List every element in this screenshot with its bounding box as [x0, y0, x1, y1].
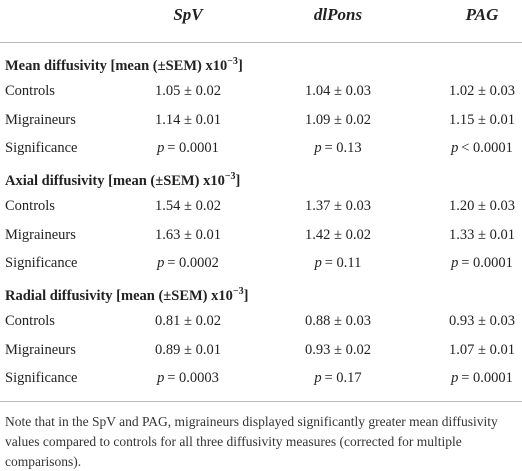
- footer-rule: [0, 401, 522, 402]
- p-value: = 0.0002: [167, 255, 219, 271]
- header-rule: [0, 42, 522, 43]
- row-label: Migraineurs: [5, 111, 76, 128]
- p-symbol: p: [157, 370, 165, 386]
- value-cell: 0.89 ± 0.01: [155, 341, 221, 358]
- p-value: = 0.13: [324, 140, 362, 156]
- section-label: Mean diffusivity [mean (±SEM) x10: [5, 57, 228, 74]
- value-cell: 1.42 ± 0.02: [305, 226, 371, 243]
- significance-cell: p = 0.13: [314, 139, 361, 157]
- value-cell: 1.04 ± 0.03: [305, 83, 371, 99]
- row-label: Significance: [5, 255, 78, 271]
- column-header: PAG: [465, 5, 499, 24]
- value-cell: 1.09 ± 0.02: [305, 111, 371, 128]
- p-symbol: p: [157, 255, 165, 271]
- value-cell: 1.02 ± 0.03: [449, 83, 515, 99]
- p-value: = 0.17: [324, 370, 362, 386]
- p-symbol: p: [314, 255, 322, 271]
- section-suffix: ]: [237, 57, 243, 74]
- value-cell: 1.33 ± 0.01: [449, 226, 515, 243]
- value-cell: 1.07 ± 0.01: [449, 341, 515, 358]
- table-note: Note that in the SpV and PAG, migraineur…: [5, 414, 498, 469]
- significance-cell: p = 0.0003: [157, 369, 219, 387]
- row-label: Controls: [5, 313, 55, 329]
- value-cell: 0.93 ± 0.02: [305, 341, 371, 358]
- p-value: = 0.0001: [167, 140, 219, 156]
- section-label: Axial diffusivity [mean (±SEM) x10: [5, 172, 225, 189]
- significance-cell: p = 0.11: [315, 254, 362, 272]
- value-cell: 1.14 ± 0.01: [155, 111, 221, 128]
- significance-cell: p = 0.0002: [157, 254, 219, 272]
- section-suffix: ]: [235, 172, 241, 189]
- p-value: = 0.11: [324, 255, 362, 271]
- p-symbol: p: [157, 140, 165, 156]
- value-cell: 0.88 ± 0.03: [305, 313, 371, 329]
- significance-cell: p = 0.0001: [157, 139, 219, 157]
- section-label: Radial diffusivity [mean (±SEM) x10: [5, 287, 233, 304]
- section-suffix: ]: [243, 287, 249, 304]
- row-label: Controls: [5, 83, 55, 99]
- p-symbol: p: [451, 140, 459, 156]
- section-title: Axial diffusivity [mean (±SEM) x10−3]: [5, 168, 240, 190]
- p-symbol: p: [314, 140, 322, 156]
- p-value: = 0.0001: [461, 255, 513, 271]
- row-label: Migraineurs: [5, 226, 76, 243]
- p-value: = 0.0001: [461, 370, 513, 386]
- value-cell: 0.93 ± 0.03: [449, 313, 515, 329]
- significance-cell: p = 0.0001: [451, 369, 513, 387]
- significance-cell: p = 0.0001: [451, 254, 513, 272]
- row-label: Controls: [5, 198, 55, 214]
- value-cell: 1.63 ± 0.01: [155, 226, 221, 243]
- row-label: Significance: [5, 140, 78, 156]
- p-symbol: p: [451, 370, 459, 386]
- p-symbol: p: [451, 255, 459, 271]
- section-exponent: −3: [232, 286, 244, 297]
- section-title: Mean diffusivity [mean (±SEM) x10−3]: [5, 53, 243, 75]
- significance-cell: p = 0.17: [314, 369, 361, 387]
- value-cell: 1.54 ± 0.02: [155, 198, 221, 214]
- column-header: dlPons: [313, 5, 363, 24]
- value-cell: 1.37 ± 0.03: [305, 198, 371, 214]
- section-exponent: −3: [224, 171, 236, 182]
- section-exponent: −3: [227, 56, 238, 67]
- value-cell: 1.20 ± 0.03: [449, 198, 515, 214]
- p-symbol: p: [314, 370, 322, 386]
- row-label: Significance: [5, 370, 78, 386]
- value-cell: 1.05 ± 0.02: [155, 83, 221, 99]
- value-cell: 0.81 ± 0.02: [155, 313, 221, 329]
- column-header: SpV: [173, 5, 203, 24]
- row-label: Migraineurs: [5, 341, 76, 358]
- section-title: Radial diffusivity [mean (±SEM) x10−3]: [5, 283, 248, 305]
- p-value: < 0.0001: [461, 140, 513, 156]
- significance-cell: p < 0.0001: [451, 139, 513, 157]
- value-cell: 1.15 ± 0.01: [449, 111, 515, 128]
- p-value: = 0.0003: [167, 370, 219, 386]
